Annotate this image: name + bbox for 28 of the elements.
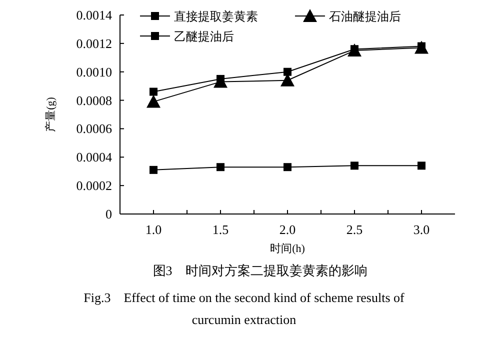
point	[418, 162, 426, 170]
x-tick-label: 1.0	[145, 222, 162, 237]
point	[284, 163, 292, 172]
text: 图3 时间对方案二提取姜黄素的影响	[152, 263, 368, 278]
x-axis-title: 时间(h)	[270, 242, 306, 255]
point	[284, 68, 292, 76]
y-tick-label: 0.0008	[76, 92, 112, 108]
y-tick-label: 0.0010	[76, 64, 112, 80]
x-tick-label: 2.0	[279, 222, 296, 237]
point	[150, 166, 158, 174]
y-tick-label: 0.0002	[76, 178, 112, 194]
y-tick-label: 0.0006	[76, 121, 112, 136]
text: Fig.3 Effect of time on the second kind of scheme results of curcumin extraction	[84, 290, 406, 327]
legend-label: 石油醚提油后	[329, 10, 401, 24]
point	[146, 94, 160, 108]
y-tick-label: 0	[106, 206, 112, 222]
point	[350, 162, 358, 170]
x-tick-label: 1.5	[212, 222, 229, 237]
y-tick-label: 0.0014	[76, 8, 112, 22]
legend-label: 乙醚提油后	[174, 30, 234, 44]
y-tick-label: 0.0004	[76, 150, 112, 165]
x-tick-label: 3.0	[413, 222, 430, 237]
x-tick-label: 2.5	[346, 222, 363, 237]
y-axis-title: 产量(g)	[44, 96, 57, 132]
legend-label: 直接提取姜黄素	[174, 10, 258, 24]
point	[216, 163, 224, 172]
y-tick-label: 0.0012	[76, 36, 112, 51]
point	[150, 88, 158, 96]
